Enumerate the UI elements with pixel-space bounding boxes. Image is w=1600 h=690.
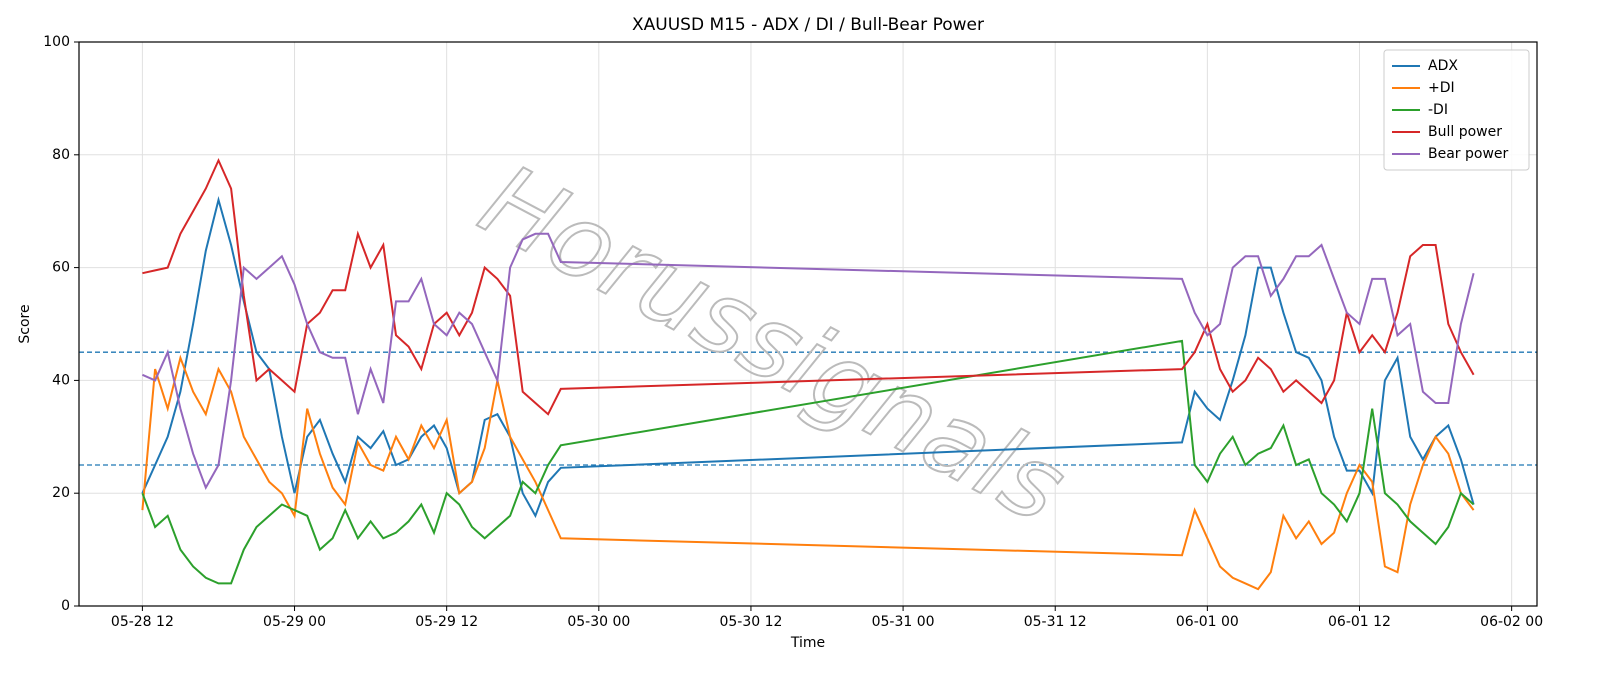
x-tick-label: 05-28 12 bbox=[111, 614, 174, 630]
x-tick-label: 05-30 00 bbox=[567, 614, 630, 630]
y-tick-label: 40 bbox=[52, 372, 70, 388]
x-tick-label: 05-29 00 bbox=[263, 614, 326, 630]
plot-frame bbox=[78, 41, 1538, 607]
series-line bbox=[141, 195, 1475, 519]
x-tick-label: 06-02 00 bbox=[1480, 614, 1543, 630]
series-line bbox=[141, 232, 1475, 490]
watermark: Horussignals bbox=[463, 142, 1084, 546]
chart-title: XAUUSD M15 - ADX / DI / Bull-Bear Power bbox=[632, 15, 984, 35]
series-line bbox=[141, 339, 1475, 585]
legend-label: Bear power bbox=[1428, 146, 1509, 162]
x-tick-label: 05-29 12 bbox=[415, 614, 478, 630]
x-axis-label: Time bbox=[790, 635, 825, 651]
x-tick-label: 06-01 00 bbox=[1176, 614, 1239, 630]
x-tick-label: 05-30 12 bbox=[719, 614, 782, 630]
legend-label: ADX bbox=[1428, 58, 1458, 74]
y-tick-label: 100 bbox=[43, 34, 70, 50]
legend-label: Bull power bbox=[1428, 124, 1502, 140]
y-axis-label: Score bbox=[17, 304, 33, 343]
x-tick-label: 06-01 12 bbox=[1328, 614, 1391, 630]
legend-label: +DI bbox=[1428, 80, 1455, 96]
legend-box bbox=[1383, 49, 1530, 171]
y-tick-label: 80 bbox=[52, 147, 70, 163]
y-tick-label: 20 bbox=[52, 485, 70, 501]
legend-label: -DI bbox=[1428, 102, 1448, 118]
series-line bbox=[142, 157, 1475, 416]
x-tick-label: 05-31 12 bbox=[1024, 614, 1087, 630]
series-line bbox=[141, 354, 1475, 591]
x-tick-label: 05-31 00 bbox=[872, 614, 935, 630]
y-tick-label: 0 bbox=[61, 598, 70, 614]
y-tick-label: 60 bbox=[52, 260, 70, 276]
